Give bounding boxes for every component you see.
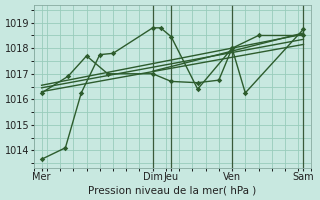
X-axis label: Pression niveau de la mer( hPa ): Pression niveau de la mer( hPa ) <box>88 185 257 195</box>
